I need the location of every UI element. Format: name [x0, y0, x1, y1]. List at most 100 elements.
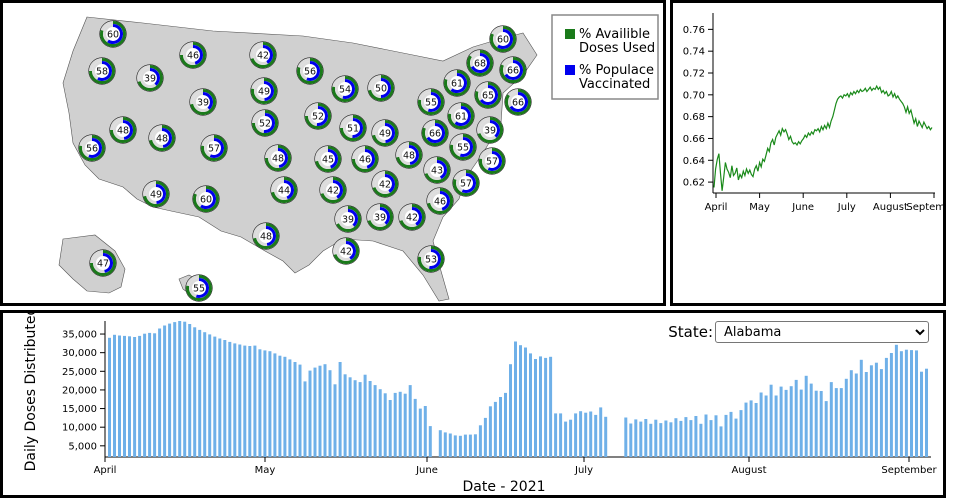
daily-doses-bar: [664, 420, 668, 457]
state-donut[interactable]: 39: [189, 88, 217, 116]
daily-doses-bar: [113, 334, 116, 457]
state-donut[interactable]: 57: [478, 147, 506, 175]
state-donut[interactable]: 47: [89, 249, 117, 277]
daily-doses-bar: [153, 333, 157, 457]
state-donut[interactable]: 55: [449, 133, 477, 161]
donut-used-arc: [418, 246, 444, 272]
state-donut[interactable]: 66: [504, 88, 532, 116]
state-donut[interactable]: 57: [200, 134, 228, 162]
daily-doses-bar: [378, 389, 382, 457]
donut-vaccinated-arc: [347, 209, 358, 227]
daily-doses-bar: [398, 391, 402, 457]
daily-doses-bar: [333, 384, 337, 457]
daily-doses-bar: [644, 419, 648, 457]
state-donut[interactable]: 49: [250, 77, 278, 105]
daily-doses-bar: [814, 390, 818, 457]
donut-vaccinated-arc: [345, 241, 356, 260]
state-donut[interactable]: 56: [78, 134, 106, 162]
donut-vaccinated-arc: [380, 78, 391, 98]
us-mainland-shape: [62, 16, 538, 302]
state-donut[interactable]: 39: [366, 203, 394, 231]
line-y-tick-label: 0.76: [683, 25, 705, 36]
daily-doses-bar: [899, 351, 903, 457]
bar-y-tick-label: 5,000: [68, 441, 97, 452]
line-y-tick-label: 0.68: [683, 112, 705, 123]
daily-doses-bar: [213, 336, 217, 457]
daily-doses-bar: [879, 369, 883, 457]
daily-doses-bar: [654, 419, 658, 457]
state-donut[interactable]: 51: [339, 114, 367, 142]
daily-doses-bar: [499, 397, 502, 457]
state-donut[interactable]: 48: [109, 116, 137, 144]
bar-y-tick-label: 35,000: [62, 330, 97, 341]
donut-used-arc: [500, 57, 526, 83]
state-donut[interactable]: 42: [332, 237, 360, 265]
state-dropdown[interactable]: Alabama: [715, 321, 929, 343]
state-donut[interactable]: 48: [395, 141, 423, 169]
state-donut[interactable]: 60: [192, 185, 220, 213]
state-donut[interactable]: 68: [466, 49, 494, 77]
state-donut[interactable]: 60: [489, 25, 517, 53]
daily-doses-bar: [714, 415, 718, 457]
state-donut[interactable]: 48: [252, 222, 280, 250]
daily-doses-bar: [554, 413, 558, 457]
daily-doses-bar: [363, 374, 367, 457]
state-donut[interactable]: 54: [331, 75, 359, 103]
state-donut[interactable]: 61: [443, 69, 471, 97]
state-donut[interactable]: 44: [270, 176, 298, 204]
state-donut[interactable]: 43: [423, 156, 451, 184]
state-donut[interactable]: 48: [148, 124, 176, 152]
state-donut[interactable]: 52: [251, 109, 279, 137]
legend-vaccinated-line2: Vaccinated: [579, 77, 650, 92]
daily-doses-bar: [423, 406, 427, 457]
daily-doses-bar: [233, 343, 237, 457]
donut-value-label: 56: [86, 144, 98, 155]
donut-used-arc: [252, 110, 278, 136]
daily-doses-bar: [313, 367, 317, 457]
state-donut[interactable]: 49: [371, 119, 399, 147]
state-donut[interactable]: 49: [142, 180, 170, 208]
state-donut[interactable]: 58: [88, 57, 116, 85]
state-donut[interactable]: 42: [371, 170, 399, 198]
state-donut[interactable]: 55: [185, 274, 213, 302]
state-donut[interactable]: 52: [304, 102, 332, 130]
donut-vaccinated-arc: [436, 160, 447, 180]
state-donut[interactable]: 42: [398, 203, 426, 231]
state-donut[interactable]: 66: [421, 119, 449, 147]
daily-doses-bar: [859, 359, 863, 457]
legend-used-line2: Doses Used: [579, 41, 655, 56]
state-donut[interactable]: 46: [351, 145, 379, 173]
daily-doses-bar: [819, 391, 823, 457]
daily-doses-bar: [734, 418, 738, 457]
daily-doses-bar: [198, 329, 202, 457]
state-donut[interactable]: 39: [476, 116, 504, 144]
state-donut[interactable]: 39: [136, 64, 164, 92]
state-donut[interactable]: 46: [426, 187, 454, 215]
state-donut[interactable]: 60: [99, 20, 127, 48]
state-donut[interactable]: 55: [417, 88, 445, 116]
donut-used-arc: [372, 120, 398, 146]
donut-vaccinated-arc: [479, 85, 498, 105]
state-donut[interactable]: 50: [367, 74, 395, 102]
state-donut[interactable]: 48: [264, 144, 292, 172]
bar-x-tick-label: May: [255, 465, 276, 476]
state-donut[interactable]: 56: [296, 57, 324, 85]
state-donut[interactable]: 46: [179, 41, 207, 69]
donut-value-label: 54: [339, 85, 351, 96]
daily-doses-bar: [864, 372, 868, 457]
donut-used-arc: [453, 170, 479, 196]
state-donut[interactable]: 42: [249, 41, 277, 69]
daily-doses-bar: [925, 368, 928, 457]
daily-doses-bar: [218, 338, 222, 457]
donut-value-label: 66: [507, 66, 519, 77]
state-donut[interactable]: 45: [314, 145, 342, 173]
state-donut[interactable]: 65: [474, 81, 502, 109]
state-donut[interactable]: 61: [447, 102, 475, 130]
state-donut[interactable]: 66: [499, 56, 527, 84]
state-donut[interactable]: 42: [319, 176, 347, 204]
state-donut[interactable]: 53: [417, 245, 445, 273]
donut-used-arc: [110, 117, 136, 143]
state-donut[interactable]: 39: [334, 205, 362, 233]
state-donut[interactable]: 57: [452, 169, 480, 197]
donut-vaccinated-arc: [195, 278, 209, 298]
